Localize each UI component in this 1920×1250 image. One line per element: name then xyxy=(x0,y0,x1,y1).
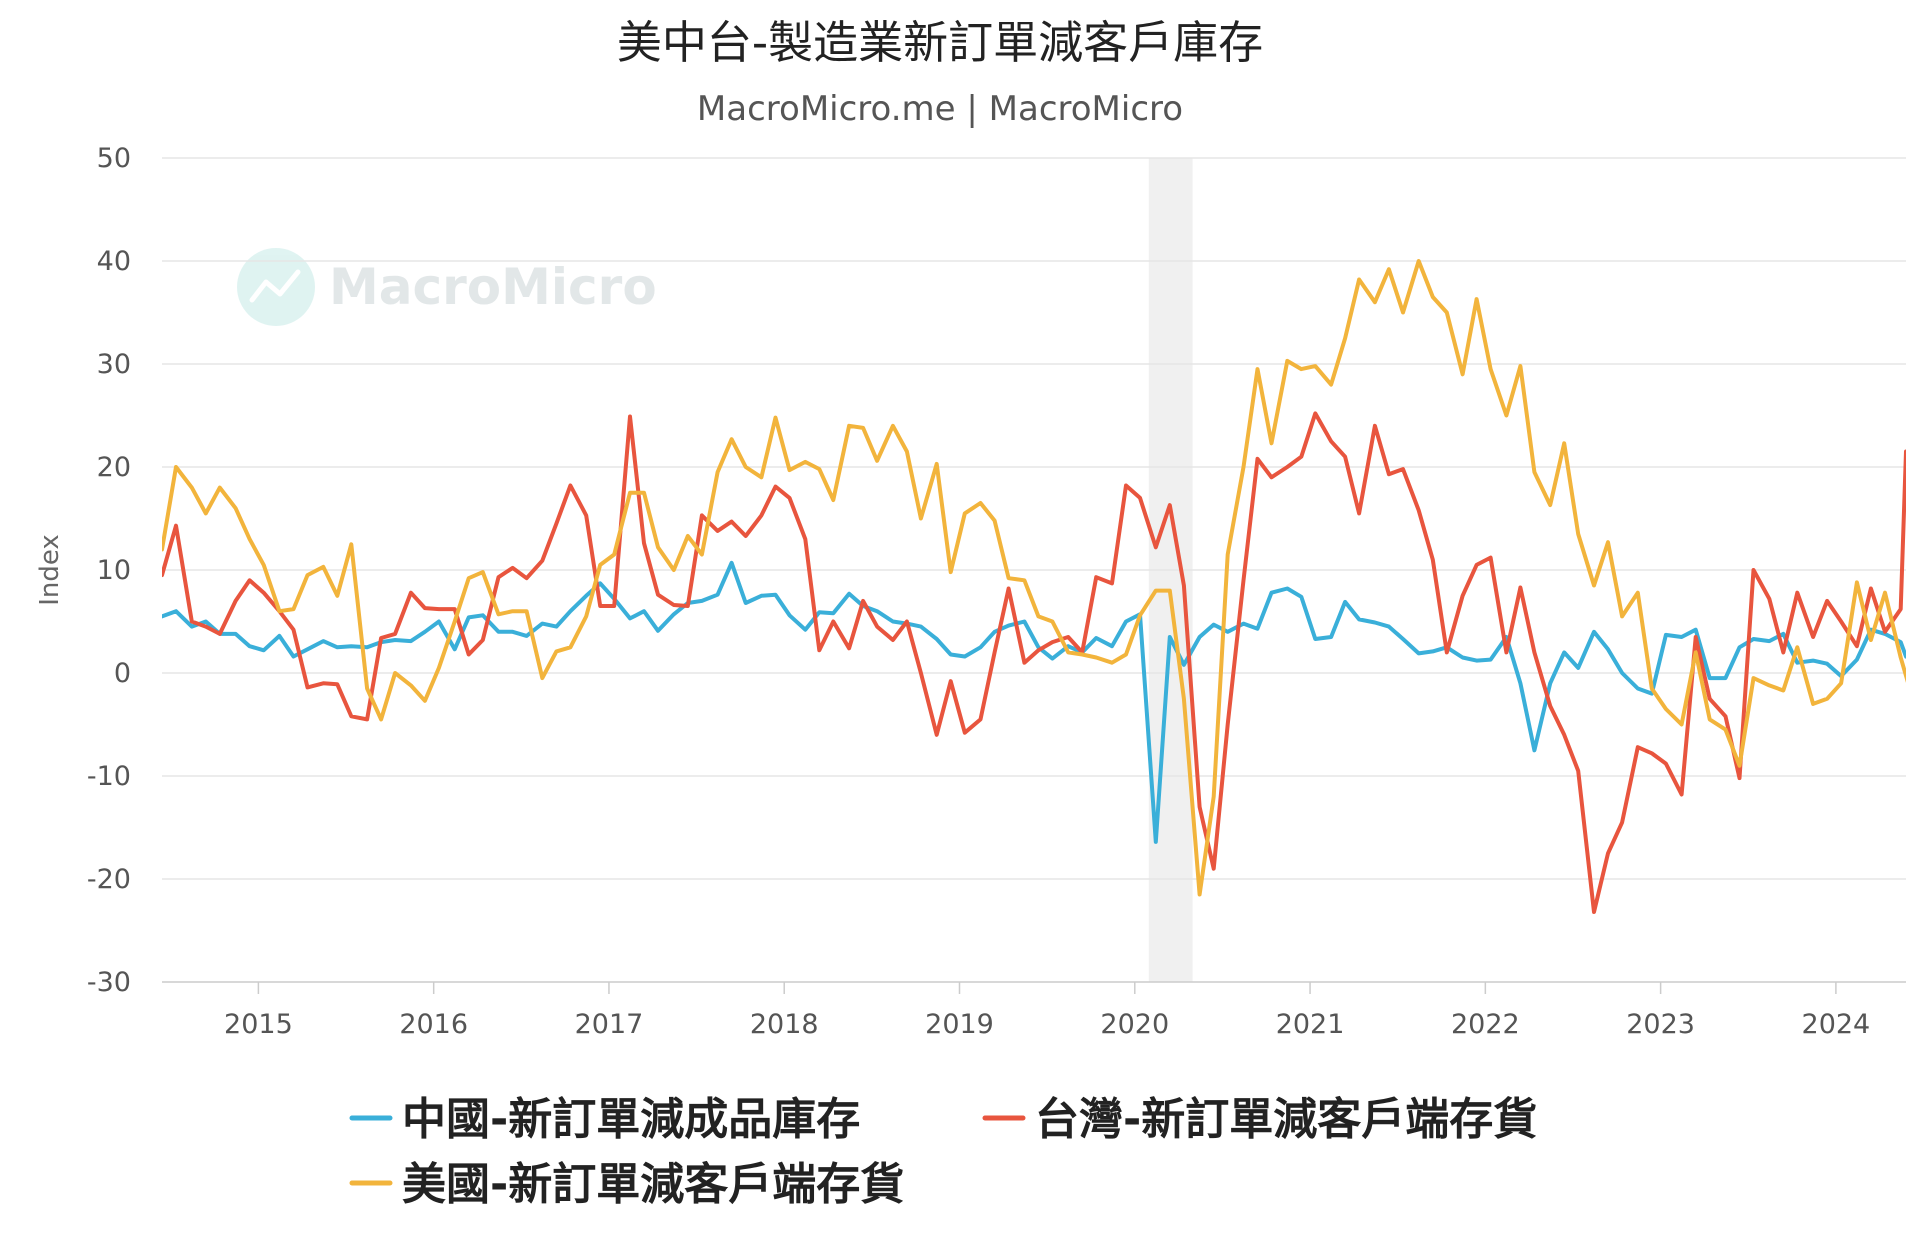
watermark: MacroMicro xyxy=(237,248,657,326)
x-tick-label: 2018 xyxy=(750,1009,819,1040)
legend-item-3[interactable]: 美國-新訂單減客戶端存貨 xyxy=(349,1159,904,1210)
y-tick-label: 0 xyxy=(114,658,131,689)
y-axis-label: Index xyxy=(35,534,65,606)
series-line-3 xyxy=(162,259,1906,897)
x-tick-label: 2021 xyxy=(1276,1009,1345,1040)
watermark-logo-mark xyxy=(249,269,301,303)
series-line-2 xyxy=(162,411,1906,914)
y-tick-label: -30 xyxy=(87,967,131,998)
x-tick-label: 2015 xyxy=(224,1009,293,1040)
x-tick-label: 2020 xyxy=(1100,1009,1169,1040)
x-tick-label: 2024 xyxy=(1802,1009,1871,1040)
watermark-text: MacroMicro xyxy=(329,258,657,316)
x-tick-label: 2019 xyxy=(925,1009,994,1040)
legend-item-2[interactable]: 台灣-新訂單減客戶端存貨 xyxy=(982,1094,1537,1145)
y-tick-label: 30 xyxy=(97,349,131,380)
y-tick-label: -10 xyxy=(87,761,131,792)
legend-label: 中國-新訂單減成品庫存 xyxy=(402,1094,860,1145)
watermark-logo-icon xyxy=(237,248,315,326)
chart-subtitle: MacroMicro.me | MacroMicro xyxy=(697,89,1183,129)
x-tick-label: 2022 xyxy=(1451,1009,1520,1040)
y-tick-label: 50 xyxy=(97,143,131,174)
legend-label: 台灣-新訂單減客戶端存貨 xyxy=(1035,1094,1537,1145)
y-tick-label: -20 xyxy=(87,864,131,895)
x-tick-label: 2023 xyxy=(1626,1009,1695,1040)
y-tick-label: 10 xyxy=(97,555,131,586)
legend-item-1[interactable]: 中國-新訂單減成品庫存 xyxy=(349,1094,860,1145)
y-tick-label: 40 xyxy=(97,246,131,277)
chart-title: 美中台-製造業新訂單減客戶庫存 xyxy=(617,16,1263,69)
x-tick-label: 2016 xyxy=(399,1009,468,1040)
legend-label: 美國-新訂單減客戶端存貨 xyxy=(402,1159,904,1210)
series-line-1 xyxy=(162,560,1906,844)
x-tick-label: 2017 xyxy=(575,1009,644,1040)
y-tick-label: 20 xyxy=(97,452,131,483)
